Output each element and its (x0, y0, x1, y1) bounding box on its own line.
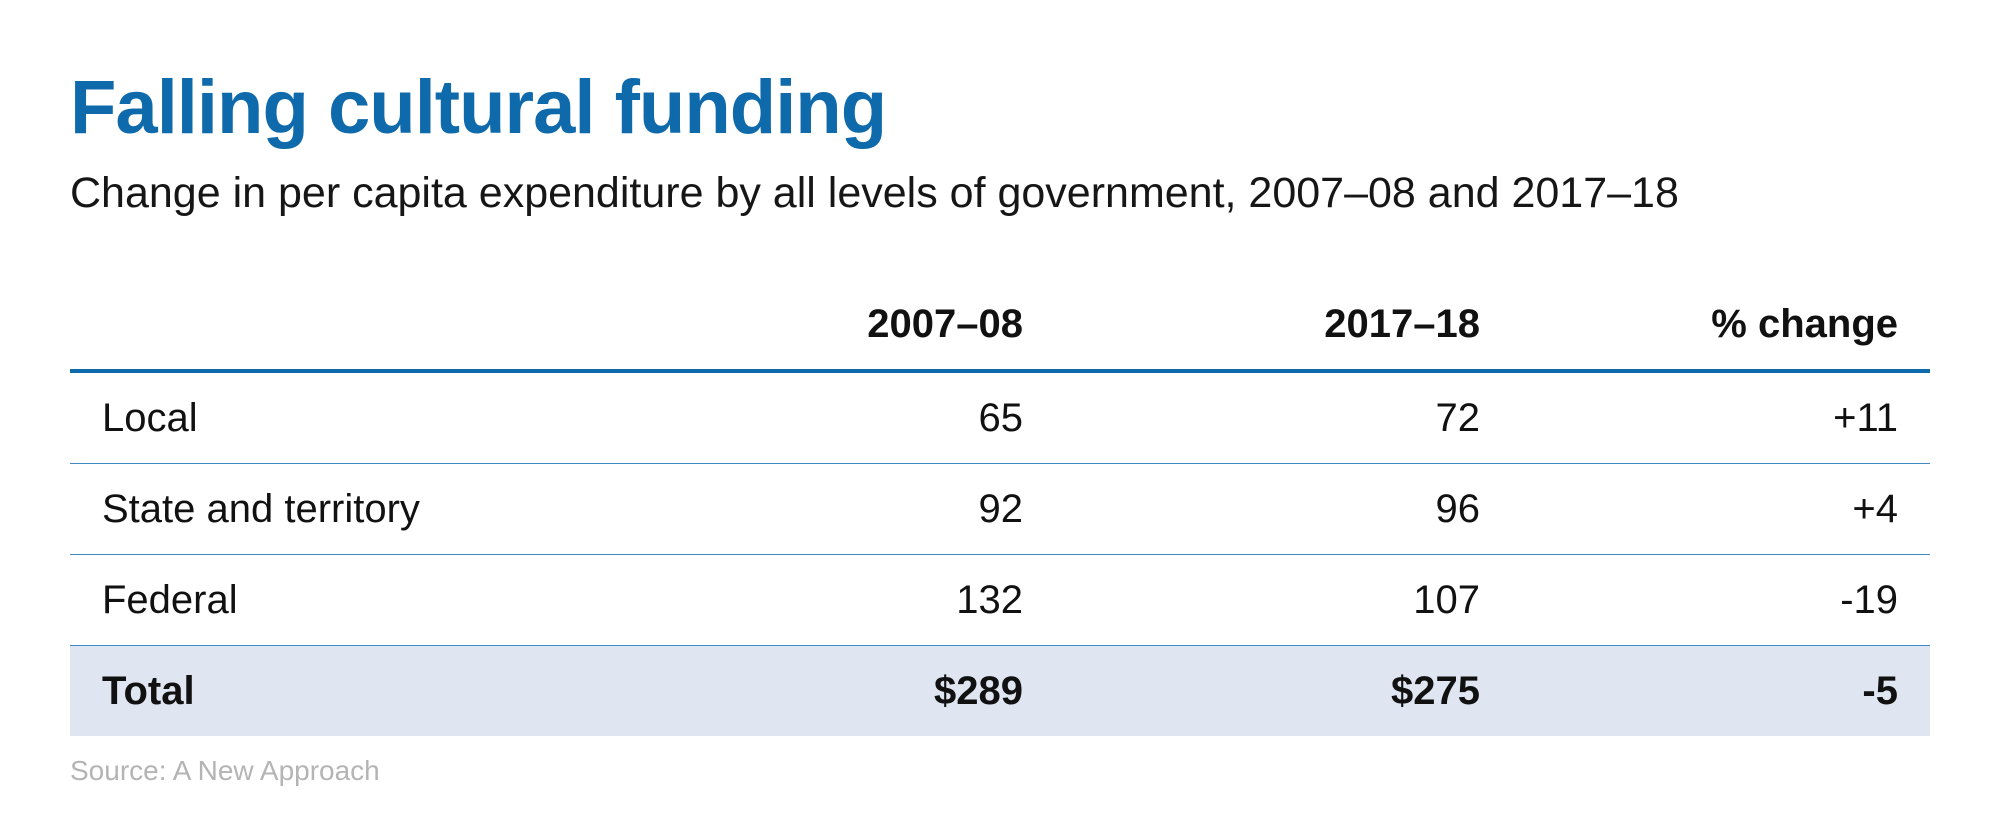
table-row-state-and-territory: State and territory 92 96 +4 (70, 463, 1930, 555)
chart-subtitle: Change in per capita expenditure by all … (70, 169, 1679, 217)
header-row: 2007–08 2017–18 % change (70, 255, 1930, 373)
cell-2007-08: 132 (660, 554, 1055, 646)
chart-title: Falling cultural funding (70, 65, 887, 150)
total-label: Total (70, 645, 660, 736)
row-label: Federal (70, 554, 660, 646)
row-label: Local (70, 371, 660, 464)
cell-2017-18: 72 (1055, 371, 1512, 464)
row-label: State and territory (70, 463, 660, 555)
table-row-total: Total $289 $275 -5 (70, 645, 1930, 736)
total-percent-change: -5 (1512, 645, 1930, 736)
table-row-federal: Federal 132 107 -19 (70, 554, 1930, 646)
cell-2017-18: 96 (1055, 463, 1512, 555)
column-header-percent-change: % change (1512, 255, 1930, 373)
cell-percent-change: +4 (1512, 463, 1930, 555)
total-2017-18: $275 (1055, 645, 1512, 736)
table-row-local: Local 65 72 +11 (70, 371, 1930, 464)
cell-2007-08: 92 (660, 463, 1055, 555)
cell-percent-change: -19 (1512, 554, 1930, 646)
expenditure-table: 2007–08 2017–18 % change Local 65 72 +11… (70, 255, 1930, 736)
column-header-2007-08: 2007–08 (660, 255, 1055, 373)
total-2007-08: $289 (660, 645, 1055, 736)
cell-2017-18: 107 (1055, 554, 1512, 646)
column-header-label (70, 255, 660, 373)
source-note: Source: A New Approach (70, 755, 380, 786)
column-header-2017-18: 2017–18 (1055, 255, 1512, 373)
cell-2007-08: 65 (660, 371, 1055, 464)
cell-percent-change: +11 (1512, 371, 1930, 464)
